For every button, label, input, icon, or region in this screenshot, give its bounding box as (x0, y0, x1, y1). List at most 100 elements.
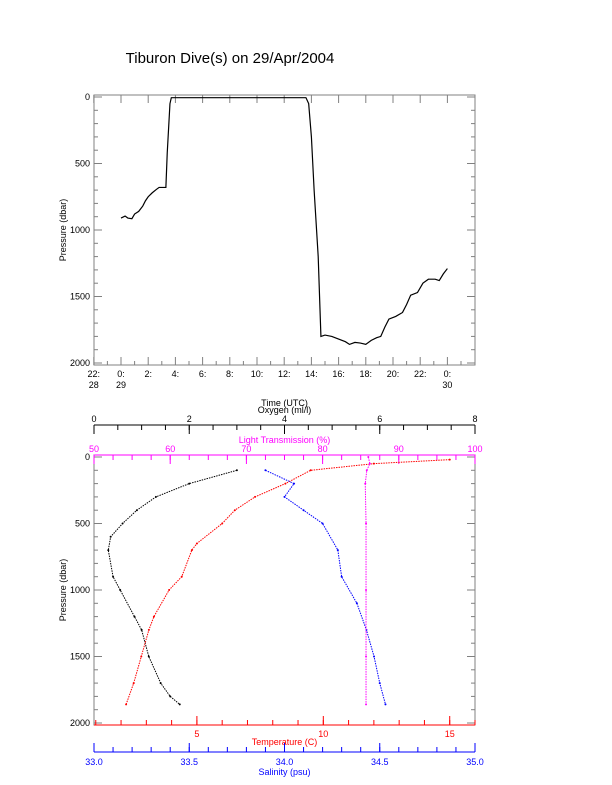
top-x-tick: 10: (251, 369, 264, 379)
top-x-tick: 16: (332, 369, 345, 379)
temperature-tick-label: 15 (445, 729, 455, 739)
salinity-point (293, 482, 296, 485)
top-y-tick: 1500 (70, 292, 90, 302)
light-point (367, 456, 370, 458)
oxygen-point (140, 628, 143, 631)
top-ylabel: Pressure (dbar) (58, 199, 68, 262)
bottom-y-tick: 1500 (70, 652, 90, 662)
bottom-plot-frame (93, 454, 476, 726)
temperature-point (140, 655, 143, 658)
temperature-point (180, 575, 183, 578)
temperature-point (190, 549, 193, 552)
temperature-point (132, 682, 135, 685)
oxygen-point (112, 575, 115, 578)
salinity-profile-line (265, 469, 386, 705)
temperature-tick-label: 5 (194, 729, 199, 739)
top-x-tick-day: 29 (116, 380, 126, 390)
oxygen-point (235, 469, 238, 472)
chart-title: Tiburon Dive(s) on 29/Apr/2004 (125, 50, 335, 67)
pressure-line (120, 97, 448, 346)
oxygen-profile-line (107, 469, 238, 705)
light-tick-label: 50 (89, 444, 99, 454)
top-x-tick: 8: (226, 369, 234, 379)
salinity-point (336, 549, 339, 552)
light-axis-label: Light Transmission (%) (239, 435, 331, 445)
light-tick-label: 100 (467, 444, 482, 454)
oxygen-point (188, 482, 191, 485)
light-point (365, 655, 368, 658)
salinity-point (283, 495, 286, 498)
oxygen-axis-label: Oxygen (ml/l) (258, 405, 312, 415)
temperature-tick-label: 10 (318, 729, 328, 739)
light-point (368, 462, 371, 465)
top-x-tick: 20: (387, 369, 400, 379)
oxygen-point (119, 589, 122, 591)
oxygen-point (147, 655, 150, 658)
top-x-tick: 18: (360, 369, 373, 379)
top-y-tick: 2000 (70, 358, 90, 368)
top-x-tick: 6: (199, 369, 207, 379)
salinity-point (340, 575, 343, 578)
temperature-point (254, 495, 257, 498)
top-x-tick: 22: (88, 369, 101, 379)
top-x-tick: 14: (305, 369, 318, 379)
top-x-tick: 0: (444, 369, 452, 379)
temperature-profile-line (125, 459, 450, 705)
top-x-tick: 2: (144, 369, 152, 379)
temperature-point (233, 509, 236, 512)
oxygen-tick-label: 0 (91, 414, 96, 424)
oxygen-point (178, 703, 181, 706)
salinity-tick-label: 33.5 (180, 757, 198, 767)
temperature-point (125, 703, 128, 706)
top-x-tick-day: 30 (442, 380, 452, 390)
top-plot-frame (93, 94, 476, 366)
top-y-tick: 1000 (70, 225, 90, 235)
light-point (365, 703, 368, 706)
temperature-point (152, 615, 155, 618)
salinity-tick-label: 33.0 (85, 757, 103, 767)
top-x-tick: 0: (117, 369, 125, 379)
bottom-ylabel: Pressure (dbar) (58, 559, 68, 622)
temperature-point (221, 522, 224, 525)
temperature-axis-label: Temperature (C) (252, 737, 318, 747)
oxygen-tick-label: 2 (187, 414, 192, 424)
oxygen-point (121, 522, 124, 525)
light-point (365, 469, 368, 472)
oxygen-point (133, 615, 136, 618)
top-xlabel: Time (UTC) (261, 398, 308, 408)
top-x-tick: 4: (172, 369, 180, 379)
top-y-tick: 0 (85, 92, 90, 102)
temperature-point (372, 462, 375, 465)
salinity-point (378, 682, 381, 685)
salinity-point (321, 522, 324, 525)
salinity-axis-label: Salinity (psu) (258, 767, 310, 777)
light-tick-label: 60 (165, 444, 175, 454)
light-point (365, 589, 368, 591)
oxygen-point (154, 495, 157, 498)
temperature-point (284, 482, 287, 485)
salinity-point (384, 703, 387, 706)
bottom-y-tick: 1000 (70, 585, 90, 595)
oxygen-tick-label: 6 (377, 414, 382, 424)
temperature-point (195, 542, 198, 545)
salinity-point (373, 655, 376, 658)
light-point (364, 482, 367, 485)
light-profile-line (364, 456, 371, 705)
top-x-tick: 22: (414, 369, 427, 379)
salinity-tick-label: 34.5 (371, 757, 389, 767)
light-tick-label: 80 (318, 444, 328, 454)
light-tick-label: 70 (241, 444, 251, 454)
top-x-tick-day: 28 (89, 380, 99, 390)
salinity-point (302, 509, 305, 512)
oxygen-point (135, 509, 138, 512)
temperature-point (168, 589, 171, 591)
top-x-tick: 12: (278, 369, 291, 379)
salinity-tick-label: 35.0 (466, 757, 484, 767)
temperature-point (448, 458, 451, 461)
light-point (365, 522, 368, 525)
top-y-tick: 500 (75, 159, 90, 169)
temperature-point (309, 469, 312, 472)
bottom-y-tick: 2000 (70, 718, 90, 728)
temperature-point (147, 628, 150, 631)
